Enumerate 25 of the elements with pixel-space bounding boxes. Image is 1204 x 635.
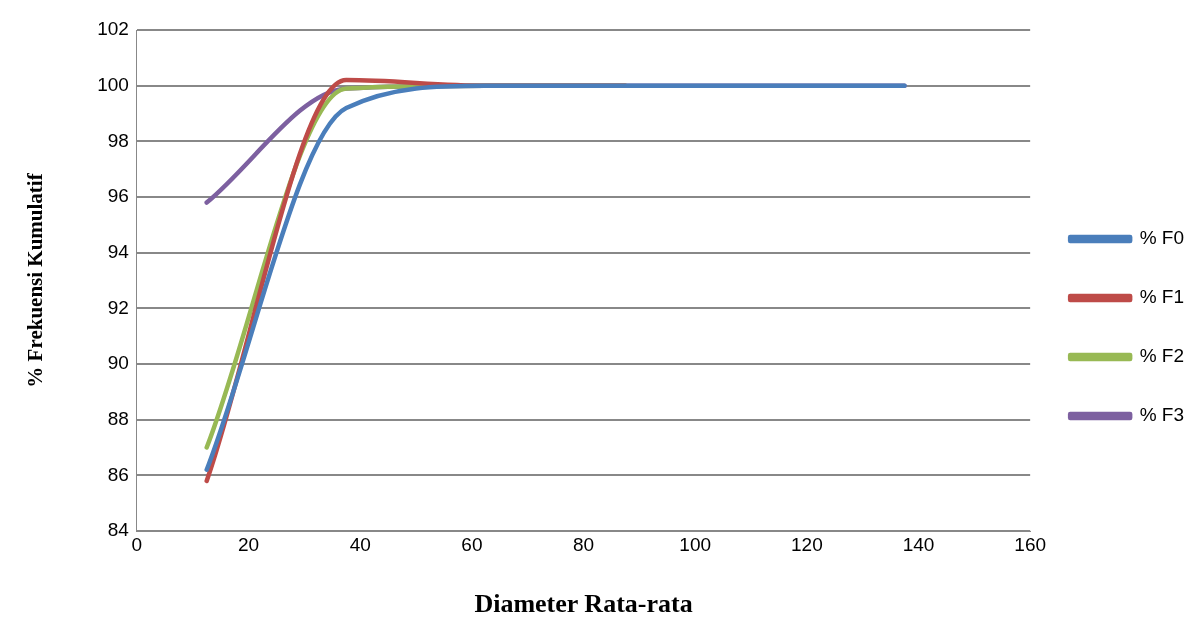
y-tick-label: 94 [107,240,130,262]
legend-label: % F0 [1139,227,1185,249]
x-tick-label: 20 [237,533,260,555]
x-tick-label: 120 [790,533,823,555]
y-tick-label: 100 [97,73,129,95]
y-tick-label: 92 [107,296,129,318]
y-tick-label: 96 [107,185,129,207]
y-tick-label: 88 [107,407,129,429]
y-tick-label: 86 [107,463,129,485]
legend-label: % F2 [1139,345,1185,367]
x-axis-title: Diameter Rata-rata [474,589,693,619]
y-tick-label: 98 [107,129,129,151]
y-tick-label: 102 [97,18,129,40]
legend-label: % F1 [1139,286,1185,308]
y-tick-label: 84 [107,519,130,541]
x-tick-label: 40 [349,533,371,555]
x-tick-label: 140 [902,533,935,555]
x-tick-label: 0 [131,533,143,555]
x-tick-label: 160 [1014,533,1047,555]
y-tick-label: 90 [107,352,129,374]
x-tick-label: 80 [572,533,595,555]
x-tick-label: 60 [461,533,483,555]
y-axis-title: % Frekuensi Kumulatif [23,172,48,388]
legend-label: % F3 [1139,404,1185,426]
x-tick-label: 100 [679,533,712,555]
